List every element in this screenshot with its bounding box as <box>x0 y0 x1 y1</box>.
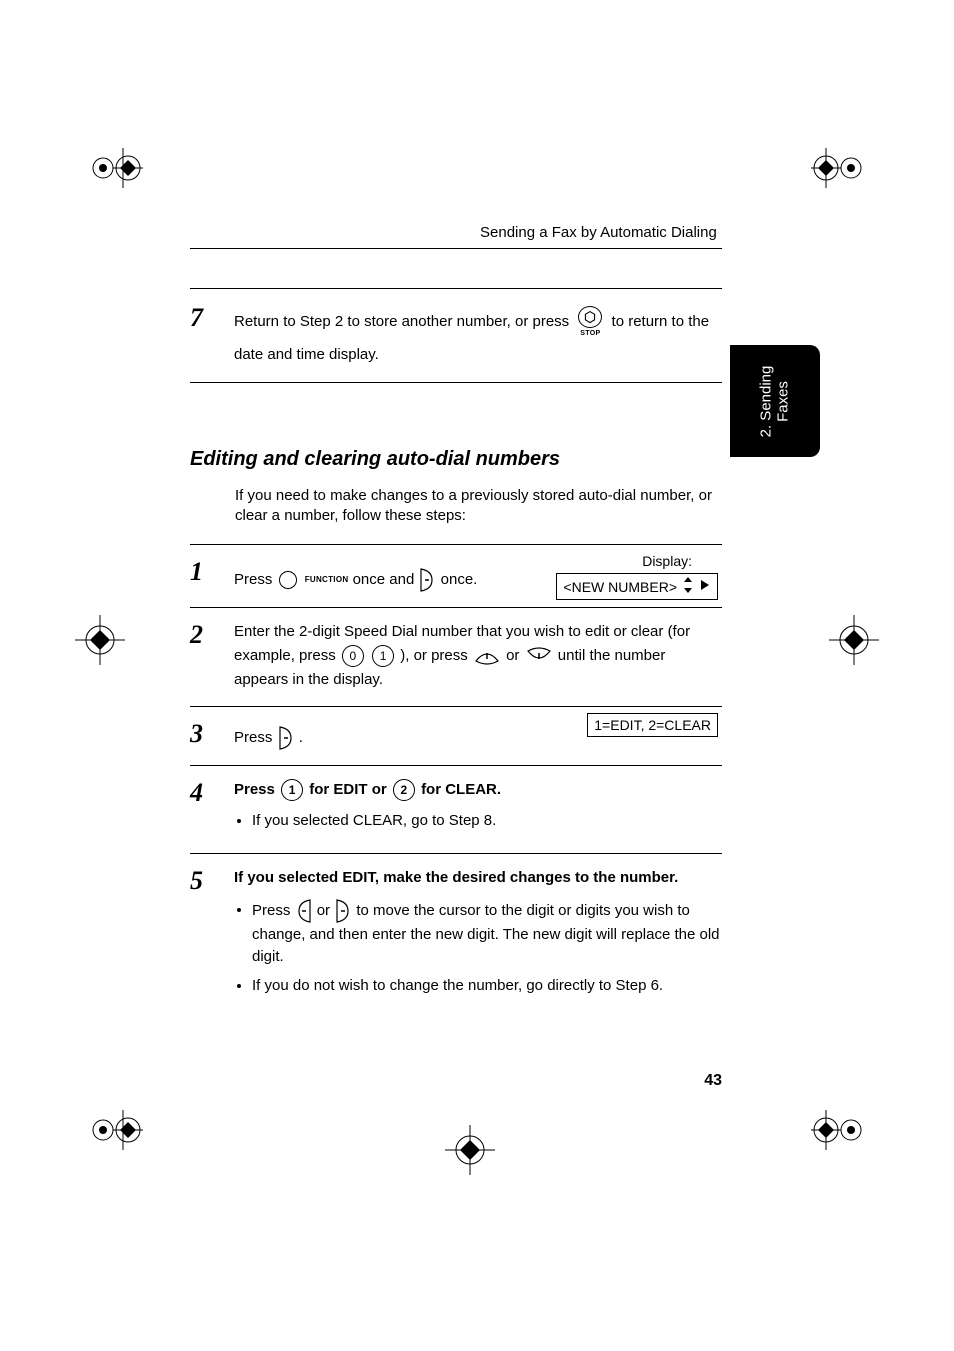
text: ), or press <box>400 647 472 664</box>
down-nav-button-icon <box>526 647 552 665</box>
text: . <box>299 729 303 746</box>
display-box: <NEW NUMBER> <box>556 573 718 600</box>
step-7: 7 Return to Step 2 to store another numb… <box>190 288 722 368</box>
header-rule <box>190 248 722 249</box>
right-half-button-icon <box>279 725 293 751</box>
steps-list: 1 Press FUNCTION once and once. Display:… <box>190 544 722 1017</box>
bullet-item: Press or to move the cursor to the digit… <box>252 898 722 969</box>
stop-button-icon: STOP <box>576 303 604 341</box>
page-number: 43 <box>704 1072 722 1090</box>
step-3: 3 Press . 1=EDIT, 2=CLEAR <box>190 707 722 766</box>
right-arrow-icon <box>699 578 711 595</box>
text: Return to Step 2 to store another number… <box>234 313 573 330</box>
key-2-icon: 2 <box>393 779 415 801</box>
key-0-icon: 0 <box>342 645 364 667</box>
step-number: 2 <box>190 620 234 692</box>
rule <box>190 382 722 383</box>
step-5: 5 If you selected EDIT, make the desired… <box>190 854 722 1018</box>
section-heading: Editing and clearing auto-dial numbers <box>190 448 560 471</box>
text: Press <box>234 571 277 588</box>
reg-mark-icon <box>88 1100 148 1160</box>
step-number: 7 <box>190 303 234 368</box>
reg-mark-icon <box>440 1120 500 1180</box>
text: for EDIT or <box>309 781 391 798</box>
reg-mark-icon <box>88 138 148 198</box>
text: once and <box>353 571 419 588</box>
reg-mark-icon <box>824 610 884 670</box>
text: or <box>317 901 335 918</box>
bullet-item: If you selected CLEAR, go to Step 8. <box>252 810 722 833</box>
section-intro: If you need to make changes to a previou… <box>235 486 720 527</box>
chapter-tab: 2. Sending Faxes <box>730 345 820 457</box>
text: or <box>506 647 524 664</box>
step-number: 5 <box>190 866 234 1004</box>
reg-mark-icon <box>70 610 130 670</box>
key-1-icon: 1 <box>281 779 303 801</box>
step-number: 4 <box>190 778 234 839</box>
chapter-tab-label: 2. Sending Faxes <box>758 365 791 437</box>
stop-label: STOP <box>576 328 604 341</box>
step-number: 1 <box>190 557 234 593</box>
key-1-icon: 1 <box>372 645 394 667</box>
step-7-text: Return to Step 2 to store another number… <box>234 303 722 368</box>
text: for CLEAR. <box>421 781 501 798</box>
text: Press <box>234 781 279 798</box>
bullet-item: If you do not wish to change the number,… <box>252 975 722 998</box>
page-header: Sending a Fax by Automatic Dialing <box>480 224 717 241</box>
display-box: 1=EDIT, 2=CLEAR <box>587 713 718 737</box>
updown-arrows-icon <box>683 577 693 596</box>
step-4-text: Press 1 for EDIT or 2 for CLEAR. If you … <box>234 778 722 839</box>
chapter-tab-line2: Faxes <box>774 381 791 422</box>
step-5-text: If you selected EDIT, make the desired c… <box>234 866 722 1004</box>
step-4: 4 Press 1 for EDIT or 2 for CLEAR. If yo… <box>190 766 722 854</box>
function-button-icon <box>279 571 297 589</box>
up-nav-button-icon <box>474 647 500 665</box>
step-2: 2 Enter the 2-digit Speed Dial number th… <box>190 608 722 707</box>
left-half-button-icon <box>297 898 311 924</box>
reg-mark-icon <box>806 138 866 198</box>
right-half-button-icon <box>336 898 350 924</box>
right-half-button-icon <box>420 567 434 593</box>
text: Press <box>234 729 277 746</box>
display-value: 1=EDIT, 2=CLEAR <box>594 717 711 733</box>
display-label: Display: <box>642 553 692 569</box>
page-root: Sending a Fax by Automatic Dialing 2. Se… <box>0 0 954 1351</box>
bullet-list: If you selected CLEAR, go to Step 8. <box>234 810 722 833</box>
step-number: 3 <box>190 719 234 751</box>
chapter-tab-line1: 2. Sending <box>757 365 774 437</box>
text: Press <box>252 901 295 918</box>
text: once. <box>441 571 478 588</box>
reg-mark-icon <box>806 1100 866 1160</box>
bullet-list: Press or to move the cursor to the digit… <box>234 898 722 998</box>
step-1: 1 Press FUNCTION once and once. Display:… <box>190 545 722 608</box>
display-value: <NEW NUMBER> <box>563 579 677 595</box>
step-2-text: Enter the 2-digit Speed Dial number that… <box>234 620 722 692</box>
text: If you selected EDIT, make the desired c… <box>234 869 678 886</box>
function-label: FUNCTION <box>305 574 349 587</box>
